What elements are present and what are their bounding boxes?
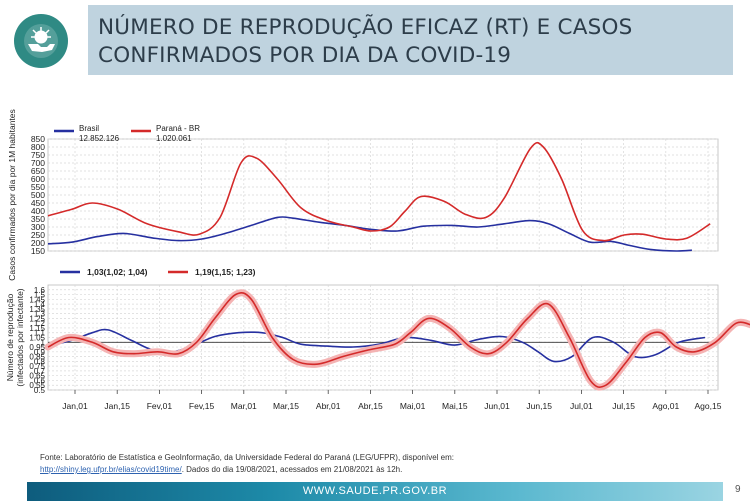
chart1-legend-value: 12.852.126	[79, 134, 120, 143]
chart1-y-tick-label: 550	[31, 182, 45, 192]
chart1-y-tick-label: 750	[31, 150, 45, 160]
chart2-y-tick-label: 1.3	[34, 310, 46, 319]
chart2-x-tick-label: Fev,01	[147, 401, 173, 411]
chart1-y-tick-label: 600	[31, 174, 45, 184]
title-box: NÚMERO DE REPRODUÇÃO EFICAZ (RT) E CASOS…	[88, 5, 733, 75]
chart2-x-tick-label: Ago,01	[652, 401, 679, 411]
chart2-y-tick-label: 1.6	[34, 286, 46, 295]
chart1-legend-name: Brasil	[79, 124, 99, 133]
chart2-y-tick-label: 1.1	[34, 329, 46, 338]
chart2-y-tick-label: 1.2	[34, 319, 46, 328]
chart2-y-tick-label: 0.5	[34, 386, 46, 395]
chart2-x-tick-label: Jul,15	[612, 401, 635, 411]
chart2-y-axis-label-line2: (infectados por infectante)	[15, 288, 25, 386]
page-title-line1: NÚMERO DE REPRODUÇÃO EFICAZ (RT) E CASOS	[98, 15, 633, 40]
chart2-x-tick-label: Abr,01	[316, 401, 341, 411]
chart2-x-tick-label: Jun,15	[526, 401, 552, 411]
chart2-y-axis-label-line1: Número de reprodução	[5, 294, 15, 382]
chart2-legend-name: 1,19(1,15; 1,23)	[195, 267, 256, 277]
chart2-series-line-parana	[47, 291, 750, 388]
chart2-y-tick-label: 0.9	[34, 348, 46, 357]
chart1-y-tick-label: 350	[31, 214, 45, 224]
chart2-x-tick-label: Jan,01	[62, 401, 88, 411]
virus-icon	[28, 27, 55, 52]
chart1-y-tick-label: 500	[31, 190, 45, 200]
chart2-y-tick-label: 0.65	[29, 372, 45, 381]
chart2-x-tick-label: Jun,01	[484, 401, 510, 411]
chart1-legend-value: 1.020.061	[156, 134, 192, 143]
footer-bar: WWW.SAUDE.PR.GOV.BR	[27, 482, 723, 501]
chart2-y-tick-label: 0.7	[34, 367, 46, 376]
chart1-series-line-brasil	[47, 216, 692, 252]
source-note: Fonte: Laboratório de Estatística e GeoI…	[40, 452, 720, 476]
chart2-y-tick-label: 0.55	[29, 381, 45, 390]
chart1-y-tick-label: 250	[31, 230, 45, 240]
source-text: Fonte: Laboratório de Estatística e GeoI…	[40, 453, 454, 462]
chart2-x-tick-label: Mar,15	[273, 401, 299, 411]
source-link[interactable]: http://shiny.leg.ufpr.br/elias/covid19ti…	[40, 465, 182, 474]
chart2-x-tick-label: Abr,15	[358, 401, 383, 411]
page-number: 9	[735, 484, 741, 495]
chart1-y-tick-label: 800	[31, 142, 45, 152]
chart2-y-tick-label: 1.5	[34, 291, 46, 300]
source-date-text: . Dados do dia 19/08/2021, acessados em …	[181, 465, 403, 474]
chart2-x-tick-label: Jan,15	[104, 401, 130, 411]
page-title-line2: CONFIRMADOS POR DIA DA COVID-19	[98, 43, 512, 68]
chart1-y-tick-label: 850	[31, 134, 45, 144]
chart2-x-tick-label: Mar,01	[231, 401, 257, 411]
chart1-series-line-parana	[47, 141, 711, 242]
chart1-y-axis-label: Casos confirmados por dia por 1M habitan…	[7, 109, 17, 281]
chart2-y-tick-label: 1.05	[29, 334, 45, 343]
chart2-y-tick-label: 0.85	[29, 353, 45, 362]
chart2-y-tick-label: 1.25	[29, 314, 45, 323]
chart2-y-tick-label: 0.95	[29, 343, 45, 352]
chart2-y-tick-label: 1.4	[34, 300, 46, 309]
chart2-y-tick-label: 1.35	[29, 305, 45, 314]
charts: 1502002503003504004505005506006507007508…	[5, 109, 750, 411]
chart1-y-tick-label: 300	[31, 222, 45, 232]
chart1-y-tick-label: 650	[31, 166, 45, 176]
chart2-legend-name: 1,03(1,02; 1,04)	[87, 267, 148, 277]
chart2-x-tick-label: Mai,01	[400, 401, 426, 411]
chart2-y-tick-label: 1.15	[29, 324, 45, 333]
chart2-y-tick-label: 0.8	[34, 357, 46, 366]
chart1-y-tick-label: 200	[31, 238, 45, 248]
covid-virus-logo	[14, 14, 68, 68]
chart2-x-tick-label: Fev,15	[189, 401, 215, 411]
chart2-x-tick-label: Ago,15	[695, 401, 722, 411]
chart2-y-tick-label: 1.45	[29, 295, 45, 304]
chart1-y-tick-label: 150	[31, 246, 45, 256]
chart1-legend-name: Paraná - BR	[156, 124, 200, 133]
site-url[interactable]: WWW.SAUDE.PR.GOV.BR	[302, 485, 448, 497]
chart2-y-tick-label: 0.75	[29, 362, 45, 371]
chart2-y-tick-label: 0.6	[34, 376, 46, 385]
chart2-x-tick-label: Jul,01	[570, 401, 593, 411]
chart2-y-tick-label: 1	[41, 338, 46, 347]
chart2-x-tick-label: Mai,15	[442, 401, 468, 411]
chart1-y-tick-label: 700	[31, 158, 45, 168]
chart1-y-tick-label: 400	[31, 206, 45, 216]
chart1-y-tick-label: 450	[31, 198, 45, 208]
